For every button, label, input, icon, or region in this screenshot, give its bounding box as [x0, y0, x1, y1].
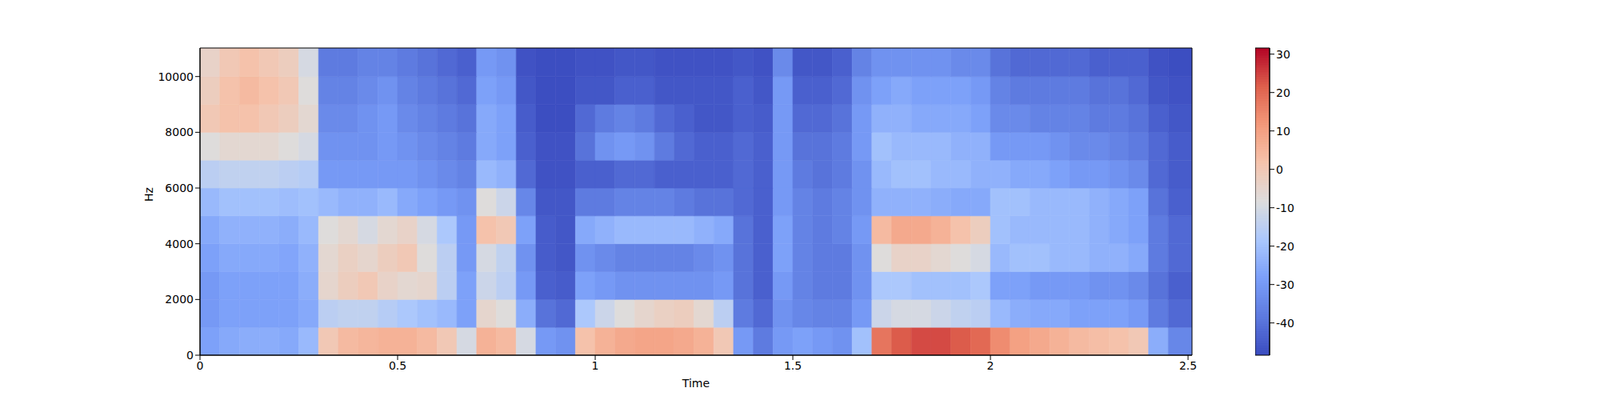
svg-text:0: 0: [1276, 163, 1284, 176]
svg-text:0.5: 0.5: [388, 359, 407, 372]
svg-text:2.5: 2.5: [1179, 359, 1197, 372]
svg-text:20: 20: [1276, 86, 1291, 100]
svg-text:6000: 6000: [164, 181, 194, 195]
svg-text:-10: -10: [1276, 201, 1295, 215]
svg-text:0: 0: [196, 359, 204, 372]
svg-text:Hz: Hz: [142, 187, 156, 202]
svg-text:10000: 10000: [157, 70, 194, 84]
svg-text:8000: 8000: [164, 125, 194, 139]
svg-text:10: 10: [1276, 124, 1291, 138]
svg-text:-30: -30: [1276, 278, 1295, 292]
svg-text:2: 2: [987, 359, 995, 372]
svg-text:-40: -40: [1276, 316, 1295, 330]
svg-text:1: 1: [592, 359, 600, 372]
svg-text:-20: -20: [1276, 240, 1295, 253]
svg-text:Time: Time: [681, 376, 710, 390]
svg-text:2000: 2000: [164, 292, 194, 306]
svg-text:0: 0: [186, 348, 194, 362]
svg-text:1.5: 1.5: [784, 359, 802, 372]
svg-text:4000: 4000: [164, 237, 194, 251]
svg-text:30: 30: [1276, 48, 1291, 61]
